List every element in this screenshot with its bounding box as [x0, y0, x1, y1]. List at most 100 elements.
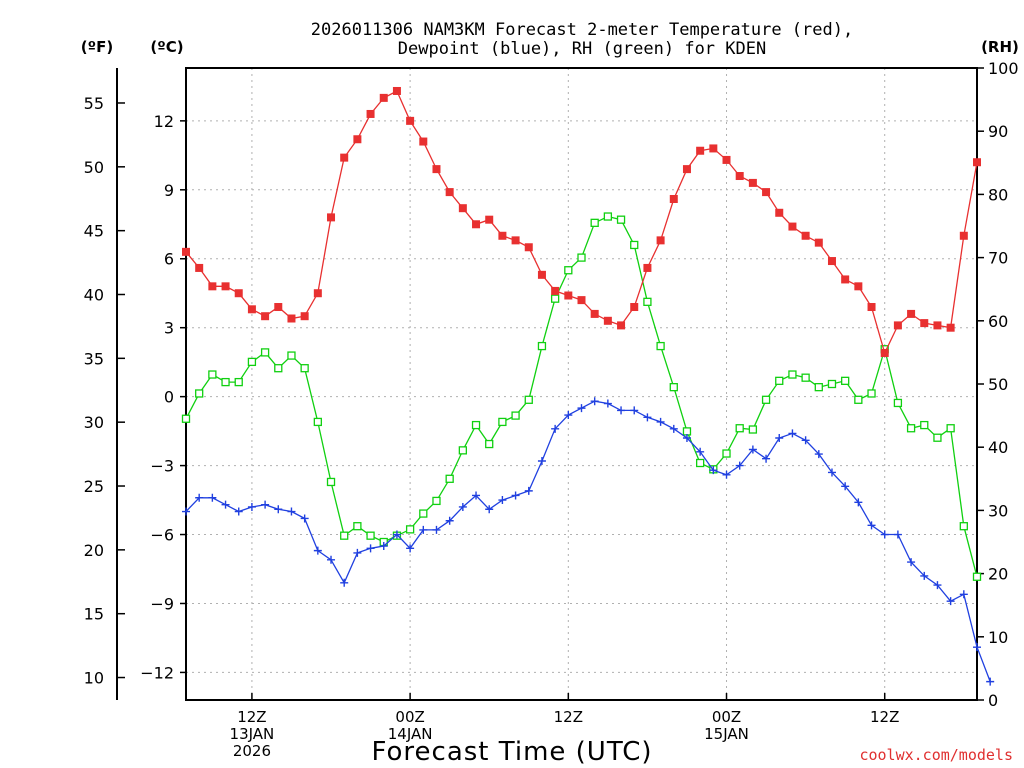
- rh-tick-label: 10: [988, 628, 1008, 647]
- dewpoint-point: [366, 544, 375, 553]
- temperature-point: [366, 109, 375, 118]
- dewpoint-point: [379, 542, 388, 551]
- dewpoint-point: [867, 521, 876, 530]
- credit-link[interactable]: coolwx.com/models: [859, 746, 1013, 764]
- dewpoint-point: [274, 505, 283, 514]
- celsius-tick-label: 3: [164, 319, 174, 338]
- rh-point: [577, 253, 586, 262]
- temperature-point: [419, 137, 428, 146]
- rh-point: [181, 414, 191, 423]
- x-axis-title: Forecast Time (UTC): [371, 737, 652, 767]
- rh-point: [656, 341, 665, 351]
- rh-point: [933, 433, 942, 442]
- rh-point: [485, 439, 494, 449]
- dewpoint-point: [669, 424, 678, 433]
- dewpoint-point: [762, 454, 771, 463]
- temperature-point: [221, 282, 230, 291]
- temperature-point: [353, 135, 362, 144]
- dewpoint-point: [775, 434, 784, 443]
- rh-tick-label: 70: [988, 249, 1008, 268]
- fahrenheit-tick-label: 10: [84, 669, 104, 688]
- rh-point: [669, 383, 678, 392]
- rh-point: [761, 395, 771, 404]
- rh-point: [195, 389, 204, 398]
- temperature-point: [577, 296, 586, 305]
- dewpoint-point: [195, 493, 204, 502]
- temperature-point: [893, 321, 902, 330]
- rh-point: [867, 389, 876, 398]
- dewpoint-point: [946, 597, 955, 606]
- temperature-point: [933, 321, 942, 330]
- dewpoint-point: [656, 417, 665, 426]
- dewpoint-point: [551, 424, 560, 433]
- rh-point: [906, 424, 916, 433]
- plot-frame: [185, 67, 978, 701]
- time-tick-label: 00Z: [395, 708, 424, 726]
- rh-point: [564, 266, 573, 275]
- dewpoint-point: [841, 482, 850, 491]
- dewpoint-point: [814, 450, 823, 459]
- temperature-point: [867, 303, 876, 312]
- rh-point: [405, 525, 415, 534]
- temperature-point: [564, 291, 573, 300]
- rh-point: [432, 496, 441, 506]
- dewpoint-point: [827, 468, 836, 477]
- fahrenheit-tick-label: 20: [84, 541, 104, 560]
- rh-tick-label: 30: [988, 501, 1008, 520]
- temperature-point: [603, 316, 612, 325]
- dewpoint-point: [406, 544, 415, 553]
- rh-point: [458, 446, 468, 455]
- temperature-point: [827, 257, 836, 266]
- dewpoint-point: [261, 500, 270, 509]
- temperature-point: [432, 165, 441, 174]
- fahrenheit-tick-label: 35: [84, 349, 104, 368]
- rh-point: [616, 215, 626, 224]
- dewpoint-point: [959, 590, 968, 599]
- fahrenheit-tick-label: 15: [84, 605, 104, 624]
- time-tick-label: 12Z: [237, 708, 266, 726]
- rh-point: [234, 377, 243, 387]
- rh-point: [775, 376, 784, 385]
- chart-title-line2: Dewpoint (blue), RH (green) for KDEN: [398, 39, 766, 59]
- temperature-point: [814, 238, 823, 247]
- series-dewpoint: [182, 397, 995, 686]
- temperature-point: [920, 319, 929, 328]
- temperature-point: [551, 286, 560, 295]
- temperature-point: [234, 289, 243, 298]
- temperature-point: [511, 236, 520, 245]
- rh-point: [841, 376, 850, 385]
- rh-point: [735, 424, 744, 433]
- dewpoint-point: [313, 546, 322, 555]
- rh-point: [537, 341, 547, 351]
- temperature-point: [775, 208, 784, 217]
- rh-point: [511, 411, 520, 420]
- dewpoint-point: [577, 404, 586, 413]
- temperature-point: [722, 155, 731, 164]
- rh-tick-label: 90: [988, 122, 1008, 141]
- dewpoint-point: [788, 429, 797, 438]
- dewpoint-point: [419, 525, 428, 534]
- fahrenheit-tick-label: 55: [84, 94, 104, 113]
- rh-point: [946, 424, 955, 433]
- grid: [186, 68, 977, 700]
- rh-point: [326, 477, 336, 487]
- temperature-point: [656, 236, 665, 245]
- rh-point: [814, 383, 823, 392]
- temperature-point: [208, 282, 217, 291]
- rh-point: [854, 395, 863, 404]
- series-line: [185, 400, 991, 682]
- rh-point: [801, 373, 810, 382]
- series-temperature: [182, 86, 981, 357]
- celsius-tick-label: −9: [150, 594, 174, 613]
- temperature-point: [590, 309, 599, 318]
- rh-point: [722, 449, 731, 458]
- fahrenheit-tick-label: 45: [84, 222, 104, 241]
- rh-point: [920, 420, 929, 430]
- rh-point: [313, 417, 322, 427]
- rh-point: [353, 522, 362, 531]
- temperature-point: [643, 263, 652, 272]
- dewpoint-point: [722, 470, 731, 479]
- dewpoint-point: [300, 514, 309, 523]
- temperature-point: [182, 247, 190, 256]
